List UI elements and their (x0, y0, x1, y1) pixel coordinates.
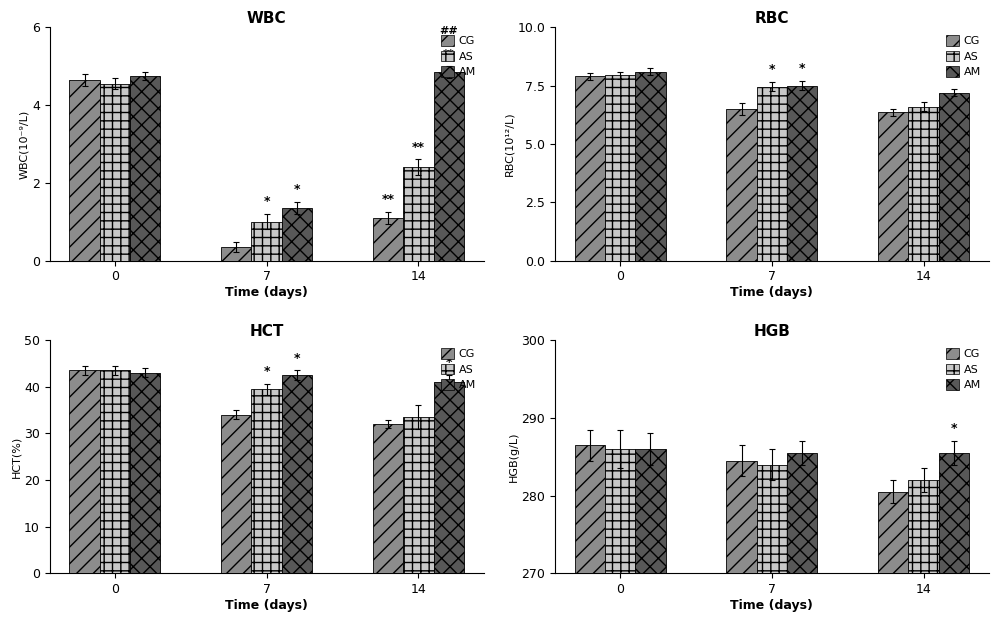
X-axis label: Time (days): Time (days) (225, 286, 308, 299)
Bar (939, 453, 969, 623)
Bar (939, 93, 969, 260)
Bar (221, 247, 251, 260)
Legend: CG, AS, AM: CG, AS, AM (439, 346, 478, 392)
Title: HGB: HGB (753, 324, 790, 339)
Title: HCT: HCT (249, 324, 284, 339)
Bar (575, 445, 605, 623)
Text: *: * (799, 62, 805, 75)
Text: **: ** (382, 193, 395, 206)
Y-axis label: HCT(%): HCT(%) (11, 435, 21, 478)
Text: ##: ## (439, 26, 458, 36)
Title: RBC: RBC (755, 11, 789, 26)
Bar (221, 415, 251, 573)
Text: *: * (445, 356, 452, 369)
Bar (908, 107, 939, 260)
Bar (878, 492, 908, 623)
Bar (757, 465, 787, 623)
Bar (373, 218, 403, 260)
Bar (282, 208, 312, 260)
Text: *: * (769, 64, 775, 76)
Bar (726, 460, 757, 623)
Text: *: * (951, 70, 957, 83)
Bar (787, 453, 817, 623)
Text: **: ** (443, 49, 455, 59)
Y-axis label: WBC(10⁻⁹/L): WBC(10⁻⁹/L) (19, 109, 29, 179)
Y-axis label: RBC(10¹²/L): RBC(10¹²/L) (504, 112, 514, 176)
X-axis label: Time (days): Time (days) (730, 286, 813, 299)
Bar (757, 87, 787, 260)
Text: *: * (294, 351, 300, 364)
Bar (908, 480, 939, 623)
Legend: CG, AS, AM: CG, AS, AM (944, 346, 983, 392)
Bar (787, 85, 817, 260)
Title: WBC: WBC (247, 11, 286, 26)
Bar (403, 417, 434, 573)
Bar (635, 449, 666, 623)
Bar (434, 72, 464, 260)
X-axis label: Time (days): Time (days) (730, 599, 813, 612)
Bar (282, 375, 312, 573)
Y-axis label: HGB(g/L): HGB(g/L) (508, 432, 518, 482)
Bar (635, 72, 666, 260)
Bar (878, 112, 908, 260)
Bar (373, 424, 403, 573)
Text: *: * (951, 422, 957, 435)
Text: **: ** (412, 141, 425, 154)
Text: *: * (294, 183, 300, 196)
Bar (69, 80, 100, 260)
Bar (434, 382, 464, 573)
X-axis label: Time (days): Time (days) (225, 599, 308, 612)
Bar (130, 76, 160, 260)
Legend: CG, AS, AM: CG, AS, AM (439, 33, 478, 80)
Bar (575, 76, 605, 260)
Legend: CG, AS, AM: CG, AS, AM (944, 33, 983, 80)
Bar (100, 371, 130, 573)
Bar (251, 222, 282, 260)
Bar (605, 75, 635, 260)
Text: *: * (263, 364, 270, 378)
Bar (726, 109, 757, 260)
Bar (100, 83, 130, 260)
Bar (130, 373, 160, 573)
Bar (403, 167, 434, 260)
Text: *: * (263, 195, 270, 208)
Bar (69, 371, 100, 573)
Bar (605, 449, 635, 623)
Bar (251, 389, 282, 573)
